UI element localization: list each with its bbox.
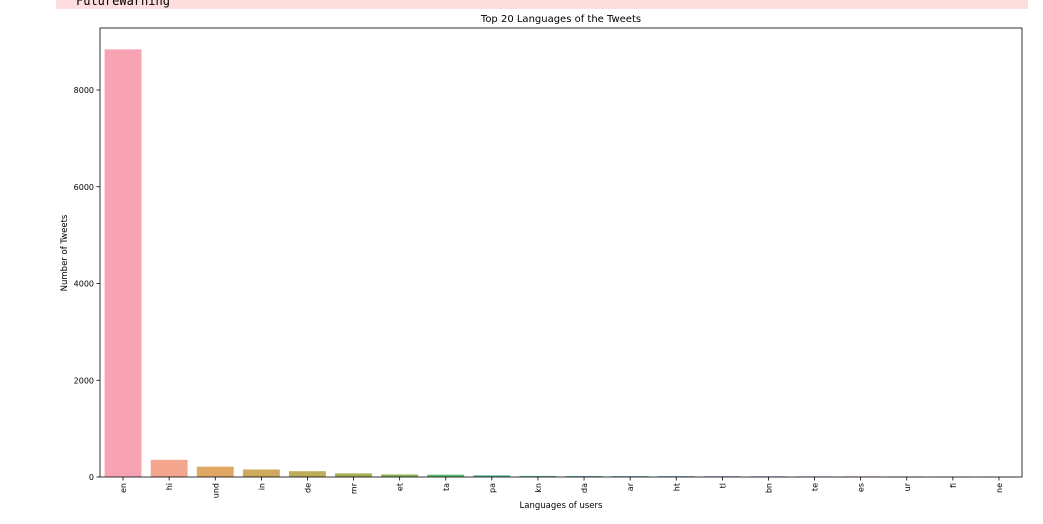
x-axis-label: Languages of users (520, 501, 604, 511)
bar-und (196, 466, 234, 477)
x-tick-label: mr (350, 482, 359, 494)
bar-de (289, 471, 326, 477)
x-tick-label: da (580, 483, 589, 493)
x-tick-label: te (811, 483, 820, 491)
x-axis: en hi und in de mr et ta pa kn da ar ht tl bn te es ur fi n… (119, 477, 1004, 498)
bar-pa (473, 475, 511, 477)
x-tick-label: de (303, 483, 312, 493)
x-tick-label: bn (764, 483, 773, 493)
x-tick-label: ar (626, 482, 635, 491)
x-tick-label: pa (488, 483, 497, 493)
x-tick-label: en (119, 483, 128, 493)
x-tick-label: tl (718, 483, 727, 488)
y-tick-label: 6000 (74, 183, 94, 192)
output-warning-bar: FutureWarning (56, 0, 1028, 9)
x-tick-label: ht (672, 483, 681, 491)
y-axis: 0 2000 4000 6000 8000 (74, 86, 100, 482)
x-tick-label: kn (534, 483, 543, 493)
bar-ta (427, 474, 465, 477)
bar-mr (335, 473, 372, 477)
bar-kn (519, 475, 557, 477)
y-tick-label: 2000 (74, 376, 94, 385)
bar-en (104, 49, 142, 477)
x-tick-label: fi (949, 483, 958, 488)
x-tick-label: und (211, 483, 220, 498)
bar-et (381, 474, 419, 477)
y-tick-label: 4000 (74, 280, 94, 289)
chart-title: Top 20 Languages of the Tweets (480, 14, 641, 25)
x-tick-label: ur (903, 482, 912, 491)
bar-in (242, 469, 280, 477)
y-axis-label: Number of Tweets (60, 214, 70, 291)
x-tick-label: in (257, 483, 266, 490)
bar-ht (657, 476, 695, 477)
bars-group (104, 49, 1018, 478)
x-tick-label: ta (442, 483, 451, 491)
x-tick-label: es (857, 483, 866, 492)
bar-hi (150, 459, 188, 477)
bar-ar (611, 476, 649, 477)
y-tick-label: 8000 (74, 86, 94, 95)
x-tick-label: et (396, 483, 405, 491)
bar-da (565, 476, 603, 477)
x-tick-label: ne (995, 483, 1004, 493)
y-tick-label: 0 (89, 473, 94, 482)
x-tick-label: hi (165, 483, 174, 490)
warning-text: FutureWarning (76, 0, 170, 8)
plot-frame (99, 27, 1023, 478)
